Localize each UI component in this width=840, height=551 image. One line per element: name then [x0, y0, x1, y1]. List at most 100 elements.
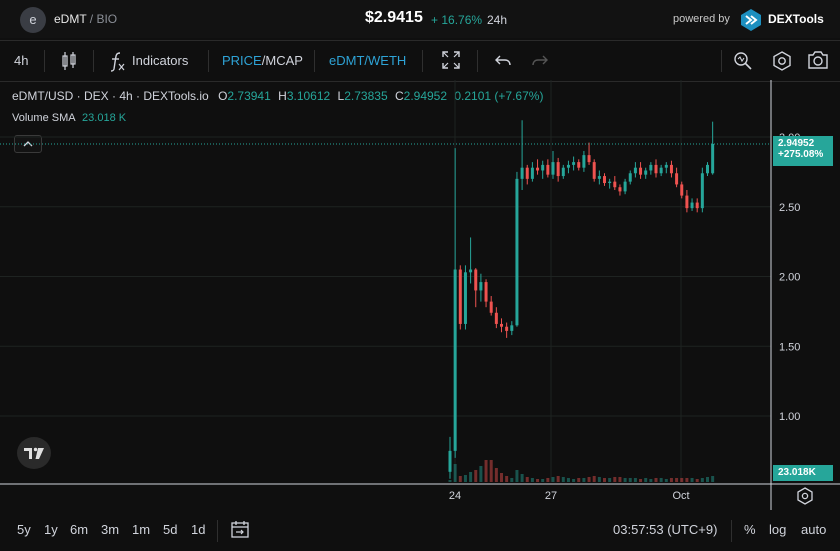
volume-bar: [649, 479, 653, 482]
toggle-slash: /: [261, 53, 266, 68]
axis-settings-icon[interactable]: [795, 486, 815, 506]
volume-bar: [536, 479, 540, 482]
volume-bar: [479, 466, 483, 482]
range-1d[interactable]: 1d: [191, 522, 206, 537]
interval-button[interactable]: 4h: [14, 53, 29, 68]
collapse-legend-button[interactable]: [14, 135, 42, 153]
volume-bar: [639, 479, 643, 482]
candle-body: [659, 167, 663, 174]
volume-bar: [525, 477, 529, 482]
settings-icon[interactable]: [771, 50, 793, 72]
volume-value: 23.018 K: [82, 112, 127, 124]
candle-body: [685, 195, 689, 209]
volume-bar: [608, 478, 612, 482]
candle-body: [706, 164, 709, 174]
candle-body: [613, 181, 617, 188]
undo-icon[interactable]: [494, 50, 512, 70]
candle-body: [484, 282, 488, 302]
volume-bar: [700, 478, 704, 482]
volume-bar: [711, 476, 715, 482]
candle-body: [695, 202, 699, 209]
volume-bar: [669, 478, 673, 482]
fullscreen-icon[interactable]: [441, 50, 461, 70]
volume-bar: [541, 479, 545, 482]
volume-bar: [664, 479, 668, 482]
y-tick-label: 1.50: [779, 341, 800, 353]
volume-bar: [530, 478, 534, 482]
candle-body: [577, 162, 581, 168]
volume-bar: [628, 478, 632, 482]
close-value: 2.94952: [403, 89, 448, 103]
candle-body: [654, 164, 658, 174]
volume-bar: [489, 460, 493, 482]
chevron-up-icon: [23, 141, 33, 147]
volume-bar: [582, 478, 586, 482]
y-tick-label: 1.00: [779, 411, 800, 423]
tradingview-logo[interactable]: [17, 437, 51, 469]
range-5d[interactable]: 5d: [163, 522, 178, 537]
clock-time[interactable]: 03:57:53 (UTC+9): [613, 522, 718, 537]
price-mcap-toggle[interactable]: PRICE/MCAP: [222, 53, 303, 68]
token-logo: e: [20, 7, 46, 33]
calendar-goto-icon[interactable]: [230, 519, 250, 539]
range-3m[interactable]: 3m: [101, 522, 120, 537]
camera-icon[interactable]: [807, 50, 829, 70]
percent-toggle[interactable]: %: [744, 522, 756, 537]
close-label: C: [394, 89, 404, 103]
volume-legend: Volume SMA 23.018 K: [12, 112, 126, 124]
toolbar-divider: [422, 50, 423, 72]
toolbar-divider: [208, 50, 209, 72]
auto-toggle[interactable]: auto: [801, 522, 827, 537]
bottom-divider: [731, 520, 732, 542]
candle-body: [530, 167, 534, 179]
redo-icon[interactable]: [531, 50, 549, 70]
y-tick-label: 2.50: [779, 202, 800, 214]
candle-type-icon[interactable]: [60, 50, 78, 72]
range-6m[interactable]: 6m: [70, 522, 89, 537]
ohlc-legend: eDMT/USD · DEX · 4h · DEXTools.io O2.739…: [12, 89, 543, 103]
candle-body: [690, 202, 694, 209]
high-label: H: [278, 89, 287, 103]
pair-name[interactable]: eDMT / BIO: [54, 12, 117, 26]
volume-bar: [623, 478, 627, 482]
candle-body: [448, 450, 452, 472]
candle-body: [520, 167, 524, 179]
volume-bar: [546, 478, 550, 482]
candle-body: [675, 173, 679, 185]
volume-bar: [463, 475, 467, 482]
indicators-button[interactable]: Indicators: [132, 53, 189, 68]
volume-bar: [484, 460, 488, 482]
log-toggle[interactable]: log: [769, 522, 787, 537]
x-tick-label: Oct: [672, 490, 689, 502]
low-value: 2.73835: [344, 89, 388, 103]
candle-body: [510, 325, 514, 331]
candle-body: [546, 164, 550, 175]
dextools-logo-icon[interactable]: [739, 8, 763, 32]
low-label: L: [337, 89, 345, 103]
candle-body: [463, 272, 467, 324]
series-title: eDMT/USD · DEX · 4h · DEXTools.io: [12, 89, 209, 103]
function-icon[interactable]: [108, 50, 126, 72]
candle-body: [618, 187, 622, 192]
candle-body: [515, 178, 519, 326]
candle-body: [680, 184, 684, 196]
range-1y[interactable]: 1y: [44, 522, 58, 537]
volume-bar: [474, 470, 478, 482]
change-period: 24h: [487, 13, 508, 27]
change-value: 0.2101 (+7.67%): [454, 89, 544, 103]
x-tick-label: 24: [449, 490, 461, 502]
volume-bar: [469, 472, 473, 482]
candle-body: [597, 176, 601, 179]
pair-toggle[interactable]: eDMT/WETH: [329, 53, 407, 68]
volume-bar: [448, 480, 452, 482]
range-1m[interactable]: 1m: [132, 522, 151, 537]
candle-body: [561, 167, 565, 177]
candle-body: [711, 143, 715, 174]
price-change: + 16.76%: [431, 13, 483, 27]
volume-tag: 23.018K: [773, 465, 833, 481]
range-5y[interactable]: 5y: [17, 522, 31, 537]
quick-search-icon[interactable]: [733, 50, 753, 70]
volume-bar: [592, 476, 596, 482]
candle-body: [587, 155, 591, 163]
